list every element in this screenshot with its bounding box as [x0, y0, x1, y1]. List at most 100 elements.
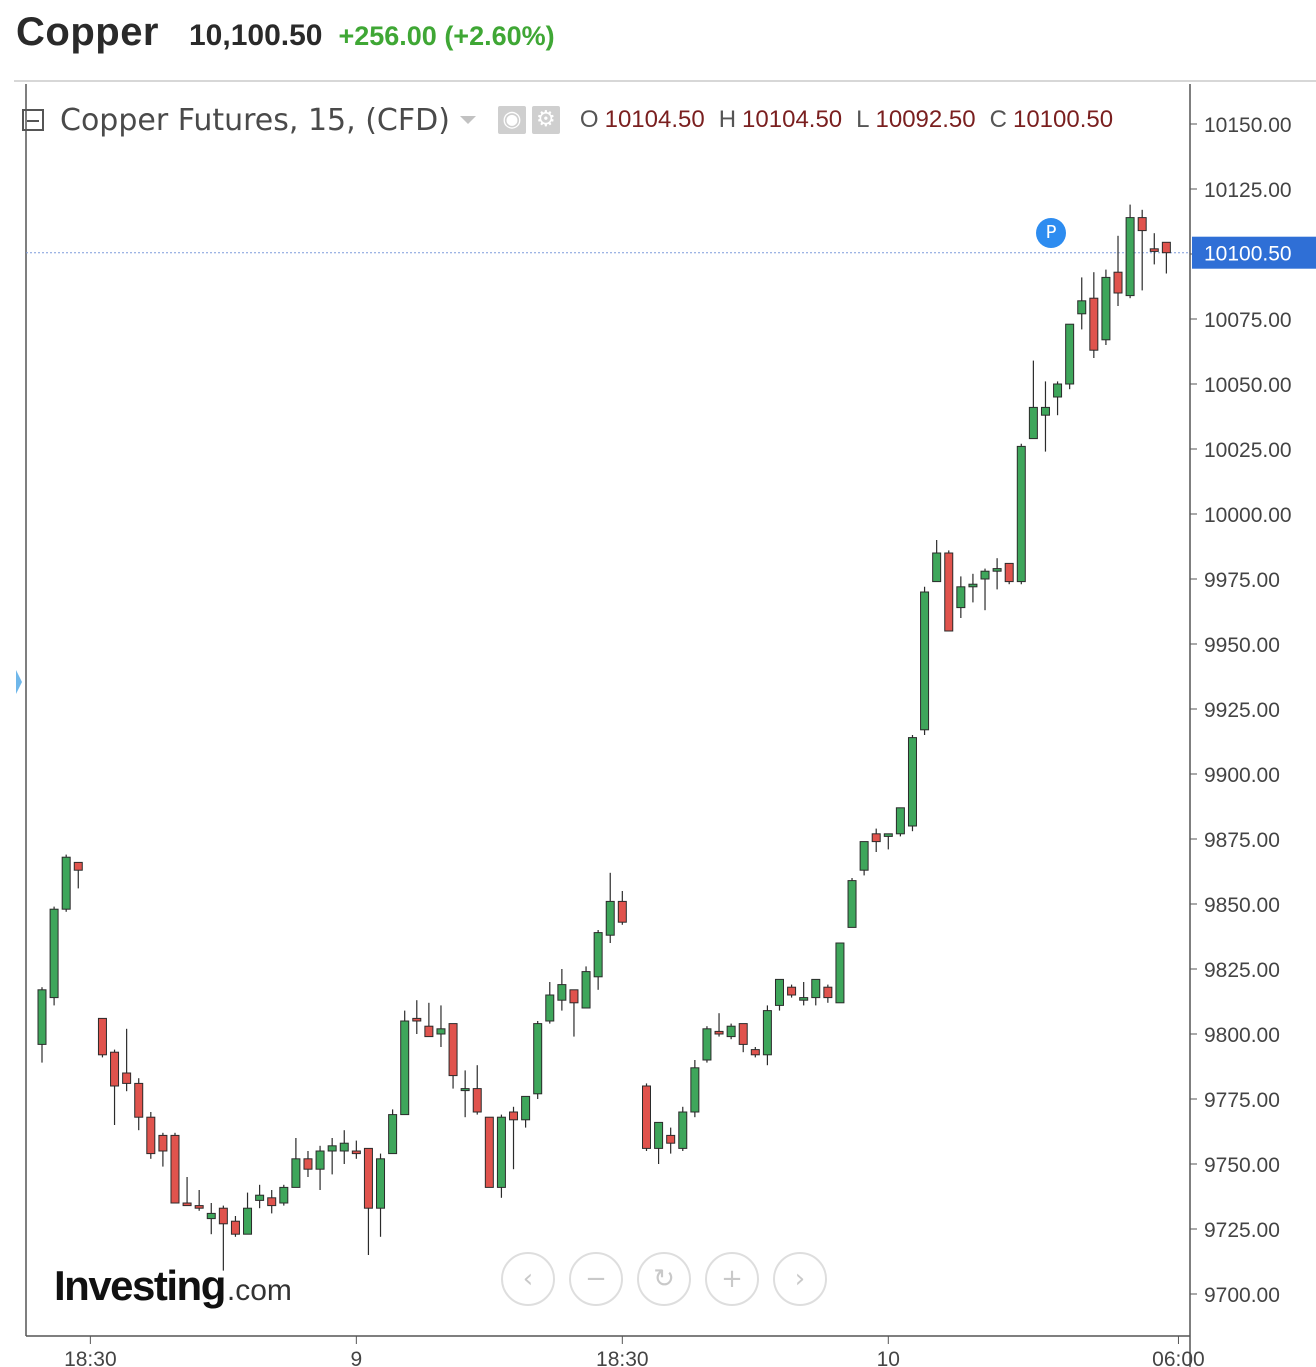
candle-down [1161, 241, 1171, 254]
candle-down [823, 986, 833, 999]
instrument-name: Copper [16, 10, 159, 54]
candle-down [642, 1085, 651, 1149]
candle-up [1028, 406, 1038, 440]
candle-down [509, 1111, 519, 1121]
candle-up [678, 1111, 688, 1149]
chevron-right-icon: › [794, 1264, 806, 1294]
collapse-icon[interactable] [22, 109, 44, 131]
y-tick-label: 9700.00 [1204, 1284, 1280, 1307]
candle-down [1149, 248, 1159, 252]
candle-down [134, 1082, 144, 1118]
scroll-right-button[interactable]: › [773, 1252, 827, 1306]
candle-down [448, 1023, 458, 1077]
gear-icon[interactable]: ⚙ [531, 106, 560, 134]
chart-legend: Copper Futures, 15, (CFD) ◉ ⚙ O 10104.50… [22, 100, 1127, 140]
chevron-down-icon[interactable] [459, 116, 476, 124]
candle-up [605, 900, 615, 936]
x-tick-label: 10 [877, 1348, 900, 1367]
y-tick-label: 9975.00 [1204, 569, 1280, 592]
candle-down [738, 1023, 748, 1045]
candle-down [363, 1147, 373, 1209]
candle-down [750, 1049, 760, 1056]
candle-up [811, 978, 821, 999]
current-price-label: 10100.50 [1204, 243, 1292, 266]
candle-down [944, 552, 954, 632]
last-price: 10,100.50 [189, 19, 323, 52]
reset-button[interactable]: ↻ [637, 1252, 691, 1306]
y-tick-label: 9750.00 [1204, 1154, 1280, 1177]
candle-down [412, 1017, 422, 1022]
candle-down [122, 1072, 132, 1084]
current-price-tag [1192, 236, 1316, 269]
y-tick-label: 10025.00 [1204, 439, 1292, 462]
candle-down [1137, 217, 1147, 232]
candle-down [1004, 562, 1014, 583]
candle-up [932, 552, 942, 583]
candle-up [992, 568, 1002, 572]
candle-up [61, 856, 71, 910]
legend-title[interactable]: Copper Futures, 15, (CFD) [60, 102, 450, 138]
candle-down [170, 1134, 180, 1204]
y-tick-label: 9800.00 [1204, 1024, 1280, 1047]
open-label: O [579, 106, 599, 133]
candle-down [194, 1205, 204, 1209]
y-tick-label: 10125.00 [1204, 179, 1292, 202]
candle-up [206, 1212, 216, 1220]
y-tick-label: 9925.00 [1204, 699, 1280, 722]
candle-down [472, 1088, 482, 1113]
candle-up [1053, 383, 1063, 398]
candle-up [883, 833, 893, 837]
quote-header: Copper 10,100.50 +256.00 (+2.60%) [16, 10, 555, 66]
chart-frame[interactable]: 10150.0010125.0010100.0010075.0010050.00… [14, 84, 1316, 1367]
candle-up [762, 1010, 772, 1056]
candle-up [907, 737, 917, 827]
candle-up [1125, 217, 1135, 297]
candle-up [243, 1207, 253, 1235]
minus-icon: − [585, 1264, 607, 1294]
y-tick-label: 10150.00 [1204, 114, 1292, 137]
candle-up [799, 997, 809, 1001]
candle-up [49, 908, 59, 999]
x-tick-label: 18:30 [596, 1348, 649, 1367]
candle-up [315, 1150, 325, 1170]
candle-up [847, 880, 857, 928]
zoom-out-button[interactable]: − [569, 1252, 623, 1306]
side-panel-toggle-icon[interactable] [16, 670, 22, 694]
candle-up [533, 1023, 543, 1095]
candle-up [545, 994, 555, 1022]
position-marker[interactable]: P [1036, 218, 1066, 248]
candle-down [871, 833, 881, 843]
candle-up [654, 1121, 664, 1149]
y-tick-label: 9725.00 [1204, 1219, 1280, 1242]
high-label: H [718, 106, 737, 133]
candle-up [436, 1028, 446, 1035]
candle-down [146, 1116, 156, 1155]
candle-up [255, 1194, 265, 1201]
eye-icon[interactable]: ◉ [497, 106, 526, 134]
candle-up [1077, 300, 1087, 315]
plot-area [26, 84, 1190, 1336]
low-value: 10092.50 [875, 106, 976, 133]
candle-up [1065, 323, 1075, 385]
zoom-in-button[interactable]: + [705, 1252, 759, 1306]
candle-up [557, 984, 567, 1001]
candle-down [73, 861, 83, 871]
candle-up [895, 807, 905, 835]
close-label: C [989, 106, 1007, 133]
candle-up [1040, 406, 1050, 416]
candle-down [484, 1116, 494, 1188]
header-divider [14, 80, 1316, 82]
candle-down [351, 1150, 361, 1155]
refresh-icon: ↻ [653, 1264, 675, 1294]
y-tick-label: 9900.00 [1204, 764, 1280, 787]
x-tick-label: 06:00 [1152, 1348, 1205, 1367]
logo-main: Investing [54, 1262, 226, 1309]
price-change: +256.00 (+2.60%) [338, 21, 555, 51]
candle-down [787, 986, 797, 996]
y-tick-label: 9875.00 [1204, 829, 1280, 852]
scroll-left-button[interactable]: ‹ [501, 1252, 555, 1306]
candle-up [956, 586, 966, 609]
candle-up [1101, 276, 1111, 341]
candle-up [496, 1116, 506, 1188]
candlestick-chart[interactable]: 10150.0010125.0010100.0010075.0010050.00… [14, 84, 1316, 1367]
